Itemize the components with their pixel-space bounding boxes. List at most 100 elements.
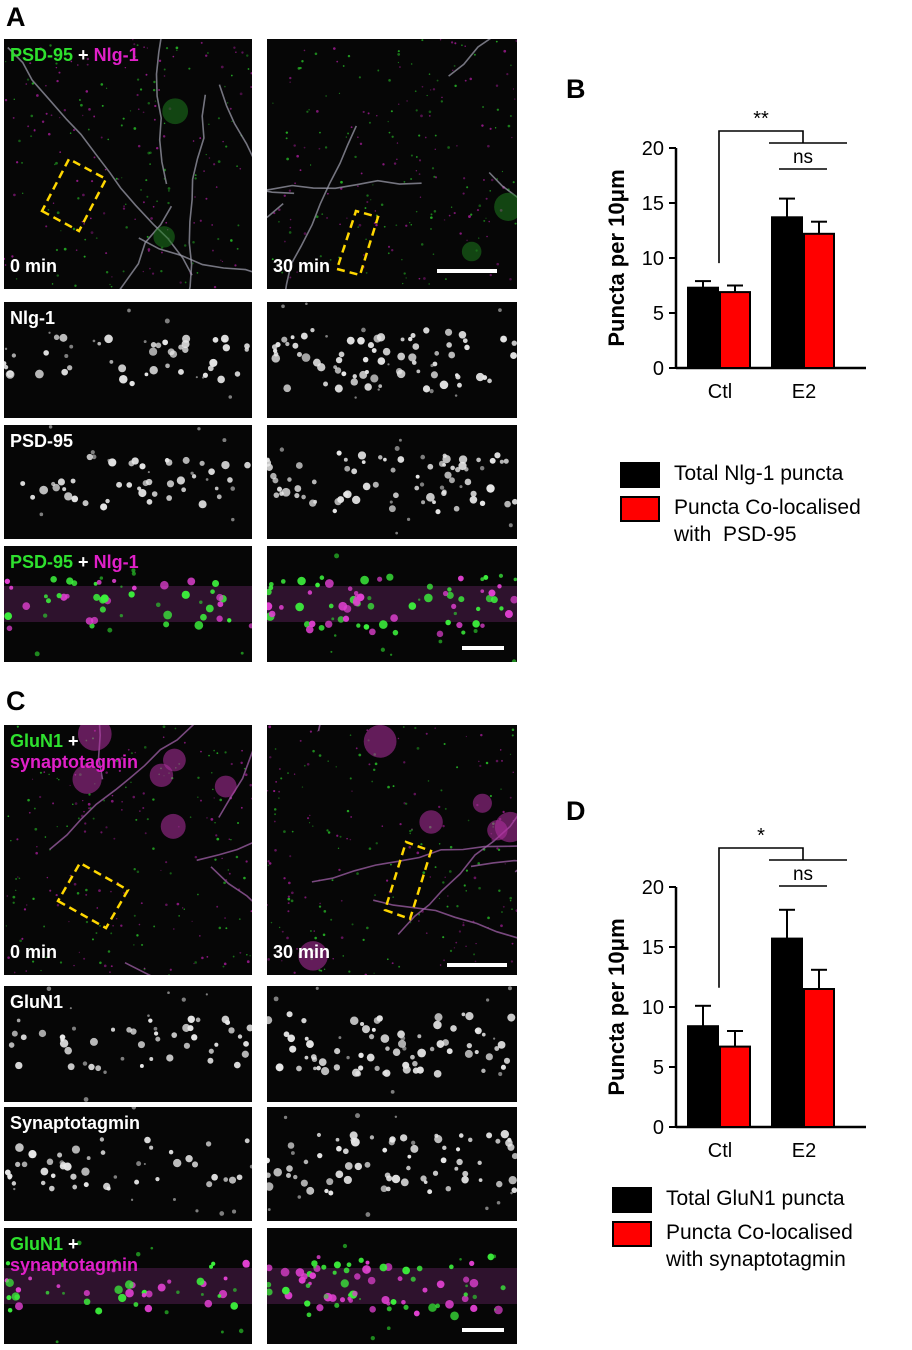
channel-label: GluN1 + synaptotagmin: [10, 1234, 139, 1275]
panel-letter-b: B: [566, 74, 586, 104]
bar: [687, 1025, 719, 1128]
legend-item: Total Nlg-1 puncta: [620, 460, 843, 488]
category-label: E2: [792, 381, 816, 403]
zoom-a-nlg1-0min: Nlg-1: [4, 302, 252, 418]
zoom-c-glun1-30min: [267, 986, 517, 1102]
zoom-c-glun1-0min: GluN1: [4, 986, 252, 1102]
neuron-image: [267, 725, 517, 975]
row-label: Synaptotagmin: [10, 1113, 141, 1133]
zoom-a-psd95-30min: [267, 425, 517, 539]
category-label: Ctl: [708, 381, 732, 403]
significance-label: *: [757, 825, 765, 847]
roi-box: [383, 840, 433, 921]
puncta-image: [4, 308, 250, 399]
category-label: E2: [792, 1140, 816, 1162]
bar-chart-b: 0 5 10 15 20 Puncta per 10μm Ctl E2 ** ns: [604, 108, 866, 403]
category-label: Ctl: [708, 1140, 732, 1162]
panel-letter-a: A: [6, 2, 26, 32]
y-tick-label: 0: [653, 1117, 664, 1139]
neuron-image: [4, 39, 252, 289]
legend-swatch: [612, 1187, 652, 1213]
zoom-a-merge-0min: PSD-95 + Nlg-1: [4, 546, 252, 662]
ns-label: ns: [793, 864, 813, 885]
micrograph-c-30min: 30 min: [267, 725, 517, 975]
neuron-image: [5, 725, 252, 975]
scale-bar: [462, 646, 504, 650]
y-axis-label: Puncta per 10μm: [604, 169, 629, 346]
y-tick-label: 5: [653, 1057, 664, 1079]
legend-label: Total Nlg-1 puncta: [674, 462, 844, 485]
row-label: GluN1: [10, 992, 64, 1012]
puncta-image: [4, 563, 252, 657]
time-label: 30 min: [273, 256, 331, 276]
bar: [687, 286, 719, 369]
roi-box: [56, 861, 130, 930]
row-label: PSD-95: [10, 431, 74, 451]
puncta-image: [267, 553, 517, 662]
puncta-image: [4, 1107, 252, 1216]
puncta-image: [8, 986, 252, 1102]
zoom-a-merge-30min: [267, 546, 517, 662]
channel-label: GluN1 + synaptotagmin: [10, 731, 139, 772]
bar: [803, 232, 835, 369]
puncta-image: [267, 986, 516, 1094]
chart-d: 0 5 10 15 20 Puncta per 10μm Ctl E2 * ns: [580, 820, 910, 1162]
significance-bracket: [718, 130, 804, 264]
time-label: 0 min: [10, 256, 58, 276]
time-label: 0 min: [10, 942, 58, 962]
legend-swatch: [620, 462, 660, 488]
scale-bar: [447, 963, 507, 967]
legend-label: Puncta Co-localised with synaptotagmin: [666, 1221, 853, 1271]
roi-box: [335, 209, 380, 277]
puncta-image: [267, 1113, 517, 1217]
y-tick-label: 20: [642, 877, 664, 899]
y-tick-label: 15: [642, 937, 664, 959]
zoom-a-psd95-0min: PSD-95: [4, 425, 252, 539]
puncta-image: [271, 302, 517, 399]
legend-item: Total GluN1 puncta: [612, 1185, 845, 1213]
significance-label: **: [753, 108, 769, 130]
y-tick-label: 15: [642, 193, 664, 215]
y-tick-label: 5: [653, 303, 664, 325]
zoom-c-merge-0min: GluN1 + synaptotagmin: [4, 1228, 252, 1344]
zoom-c-syt-0min: Synaptotagmin: [4, 1107, 252, 1221]
zoom-c-merge-30min: [267, 1228, 517, 1344]
bar: [719, 1045, 751, 1129]
row-label: Nlg-1: [10, 308, 55, 328]
micrograph-a-0min: PSD-95 + Nlg-1 0 min: [4, 39, 252, 289]
micrograph-a-30min: 30 min: [267, 39, 517, 289]
puncta-image: [20, 425, 251, 522]
chart-b: 0 5 10 15 20 Puncta per 10μm Ctl E2 ** ns: [580, 100, 910, 410]
y-tick-label: 0: [653, 358, 664, 380]
legend-swatch: [620, 496, 660, 522]
y-tick-label: 20: [642, 138, 664, 160]
bar: [771, 937, 803, 1128]
puncta-image: [267, 1243, 517, 1341]
roi-box: [40, 157, 108, 233]
legend-item: Puncta Co-localised with synaptotagmin: [612, 1219, 853, 1273]
scale-bar: [437, 269, 497, 273]
y-tick-label: 10: [642, 248, 664, 270]
bar: [771, 216, 803, 369]
scale-bar: [462, 1328, 504, 1332]
puncta-image: [267, 438, 517, 535]
channel-label: PSD-95 + Nlg-1: [10, 552, 139, 572]
legend-label: Total GluN1 puncta: [666, 1187, 845, 1210]
puncta-image: [4, 1240, 252, 1344]
time-label: 30 min: [273, 942, 331, 962]
y-axis-label: Puncta per 10μm: [604, 918, 629, 1095]
zoom-c-syt-30min: [267, 1107, 517, 1221]
legend-swatch: [612, 1221, 652, 1247]
legend-label: Puncta Co-localised with PSD-95: [674, 496, 861, 546]
zoom-a-nlg1-30min: [267, 302, 517, 418]
bar: [719, 291, 751, 370]
y-tick-label: 10: [642, 997, 664, 1019]
ns-label: ns: [793, 147, 813, 168]
legend-item: Puncta Co-localised with PSD-95: [620, 494, 861, 548]
neuron-image: [267, 39, 517, 289]
panel-letter-d: D: [566, 796, 586, 826]
legend-d: Total GluN1 puncta Puncta Co-localised wi…: [612, 1185, 910, 1285]
micrograph-c-0min: GluN1 + synaptotagmin 0 min: [4, 725, 252, 975]
bar: [803, 988, 835, 1128]
significance-bracket: [718, 847, 804, 988]
